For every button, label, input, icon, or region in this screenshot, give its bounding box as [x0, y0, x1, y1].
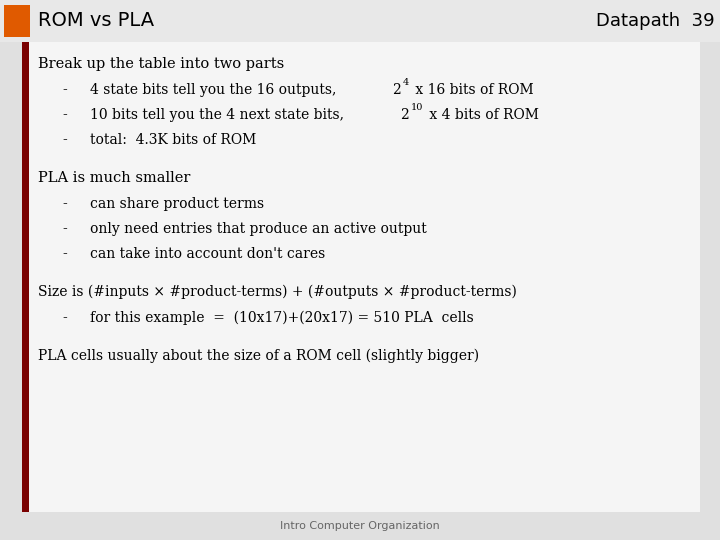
Text: PLA is much smaller: PLA is much smaller [38, 171, 190, 185]
Text: 4: 4 [403, 78, 409, 87]
Text: PLA cells usually about the size of a ROM cell (slightly bigger): PLA cells usually about the size of a RO… [38, 349, 479, 363]
Text: Break up the table into two parts: Break up the table into two parts [38, 57, 284, 71]
Text: 4 state bits tell you the 16 outputs,: 4 state bits tell you the 16 outputs, [90, 83, 336, 97]
Text: -: - [62, 222, 67, 236]
Bar [22, 42, 700, 512]
Bar [0, 0, 720, 42]
Text: -: - [62, 83, 67, 97]
Text: 10 bits tell you the 4 next state bits,: 10 bits tell you the 4 next state bits, [90, 108, 344, 122]
Text: -: - [62, 133, 67, 147]
Text: for this example  =  (10x17)+(20x17) = 510 PLA  cells: for this example = (10x17)+(20x17) = 510… [90, 311, 474, 326]
Text: Intro Computer Organization: Intro Computer Organization [280, 521, 440, 531]
Text: only need entries that produce an active output: only need entries that produce an active… [90, 222, 427, 236]
Text: 2: 2 [400, 108, 409, 122]
Text: -: - [62, 247, 67, 261]
Text: Datapath  39: Datapath 39 [596, 12, 715, 30]
Text: -: - [62, 108, 67, 122]
Bar [4, 5, 30, 37]
Text: ROM vs PLA: ROM vs PLA [38, 11, 154, 30]
Bar [22, 42, 29, 512]
Text: x 16 bits of ROM: x 16 bits of ROM [411, 83, 534, 97]
Text: Size is (#inputs × #product-terms) + (#outputs × #product-terms): Size is (#inputs × #product-terms) + (#o… [38, 285, 517, 299]
Text: can share product terms: can share product terms [90, 197, 264, 211]
Text: 10: 10 [411, 103, 423, 112]
Text: -: - [62, 311, 67, 325]
Text: 2: 2 [392, 83, 401, 97]
Text: x 4 bits of ROM: x 4 bits of ROM [425, 108, 539, 122]
Text: can take into account don't cares: can take into account don't cares [90, 247, 325, 261]
Text: total:  4.3K bits of ROM: total: 4.3K bits of ROM [90, 133, 256, 147]
Text: -: - [62, 197, 67, 211]
